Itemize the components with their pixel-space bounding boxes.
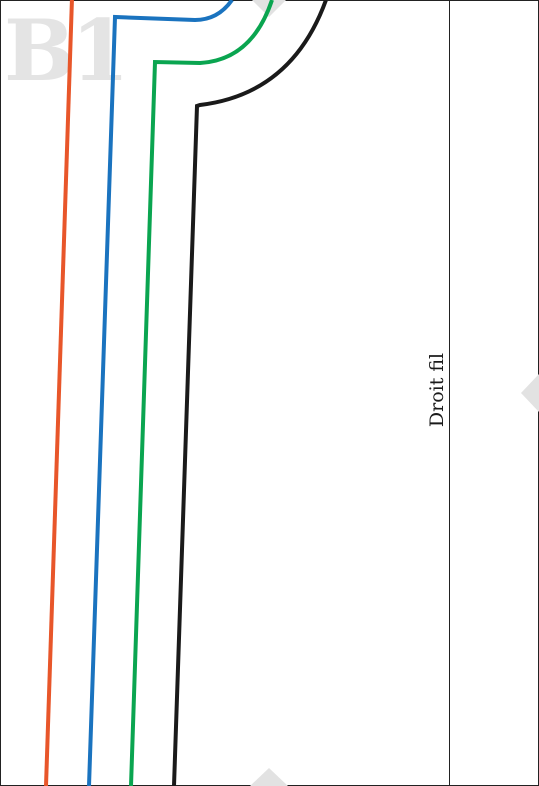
assembly-marker-bottom (250, 768, 288, 786)
size-line-orange (44, 0, 74, 786)
size-line-black (172, 0, 328, 786)
assembly-marker-right (521, 374, 539, 412)
grain-line-label: Droit fil (426, 353, 448, 427)
page-label: B1 (4, 1, 125, 100)
size-line-blue (87, 0, 234, 786)
size-line-green (129, 0, 274, 786)
